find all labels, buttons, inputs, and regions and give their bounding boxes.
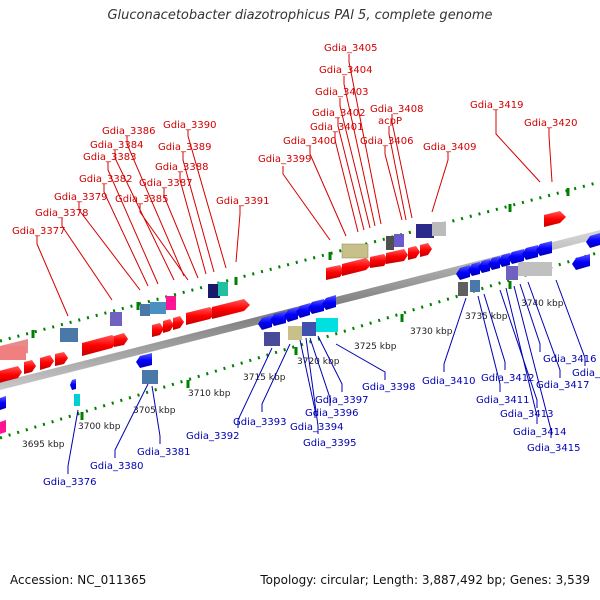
gene-label: Gdia_3380 [90, 461, 143, 472]
scale-label: 3695 kbp [22, 440, 65, 450]
major-ticks [31, 188, 570, 420]
gene-label: Gdia_3417 [536, 380, 589, 391]
scale-label: 3700 kbp [78, 422, 121, 432]
gene-label: Gdia_3400 [283, 136, 336, 147]
gene-label: Gdia_3396 [305, 408, 358, 419]
gene-label: Gdia_3395 [303, 438, 356, 449]
gene-label: Gdia_3391 [216, 196, 269, 207]
misc-features [0, 222, 552, 406]
map-title: Gluconacetobacter diazotrophicus PAl 5, … [107, 8, 493, 23]
gene-label: Gdia_3399 [258, 154, 311, 165]
gene-label: Gdia_3388 [155, 162, 208, 173]
gene-label: Gdia_3377 [12, 226, 65, 237]
gene-label: Gdia_3401 [310, 122, 363, 133]
scale-label: 3735 kbp [465, 312, 508, 322]
gene-label: Gdia_3420 [524, 118, 577, 129]
tick-lines [0, 180, 600, 440]
gene-label: Gdia_3384 [90, 140, 143, 151]
top-leaders [36, 54, 553, 317]
scale-label: 3705 kbp [133, 406, 176, 416]
gene-label: Gdia_3379 [54, 192, 107, 203]
gene-label: Gdia_3386 [102, 126, 155, 137]
gene-label: Gdia_3376 [43, 477, 96, 488]
gene-label: Gdia_3419 [470, 100, 523, 111]
top-gene-labels: Gdia_3405 Gdia_3404 Gdia_3403 Gdia_3408 … [12, 43, 577, 237]
gene-label: Gdia_3378 [35, 208, 88, 219]
gene-label: Gdia_3390 [163, 120, 216, 131]
gene-label: Gdia_3385 [115, 194, 168, 205]
gene-label: Gdia_3404 [319, 65, 372, 76]
gene-label: Gdia_3402 [312, 108, 365, 119]
bottom-leaders [67, 279, 586, 474]
gene-label: Gdia_3387 [139, 178, 192, 189]
gene-label: Gdia_3410 [422, 376, 475, 387]
accession-text: Accession: NC_011365 [10, 573, 147, 587]
gene-label: Gdia_3382 [79, 174, 132, 185]
gene-label: Gdia_3416 [543, 354, 596, 365]
gene-label: Gdia_3405 [324, 43, 377, 54]
gene-label: Gdia_3398 [362, 382, 415, 393]
genome-summary-text: Topology: circular; Length: 3,887,492 bp… [260, 573, 590, 587]
gene-label: Gdia_3393 [233, 417, 286, 428]
gene-label: Gdia_3414 [513, 427, 566, 438]
gene-label: Gdia_3412 [481, 373, 534, 384]
gene-label: Gdia_3418 [572, 368, 600, 379]
gene-label: Gdia_3409 [423, 142, 476, 153]
reverse-genes [0, 233, 600, 434]
gene-label: Gdia_3389 [158, 142, 211, 153]
gene-label: Gdia_3406 [360, 136, 413, 147]
gene-label: acpP [378, 116, 402, 127]
forward-genes [0, 211, 566, 383]
gene-label: Gdia_3383 [83, 152, 136, 163]
gene-label: Gdia_3411 [476, 395, 529, 406]
gene-label: Gdia_3397 [315, 395, 368, 406]
scale-label: 3725 kbp [354, 342, 397, 352]
gene-label: Gdia_3415 [527, 443, 580, 454]
gene-label: Gdia_3403 [315, 87, 368, 98]
scale-label: 3730 kbp [410, 327, 453, 337]
gene-label: Gdia_3392 [186, 431, 239, 442]
bottom-gene-labels: Gdia_3392 Gdia_3393 Gdia_3394 Gdia_3395 … [43, 354, 600, 488]
scale-label: 3715 kbp [243, 373, 286, 383]
gene-arrow [0, 366, 22, 383]
gene-label: Gdia_3408 [370, 104, 423, 115]
gene-label: Gdia_3413 [500, 409, 553, 420]
gene-label: Gdia_3394 [290, 422, 343, 433]
scale-label: 3710 kbp [188, 389, 231, 399]
scale-label: 3740 kbp [521, 299, 564, 309]
gene-label: Gdia_3381 [137, 447, 190, 458]
